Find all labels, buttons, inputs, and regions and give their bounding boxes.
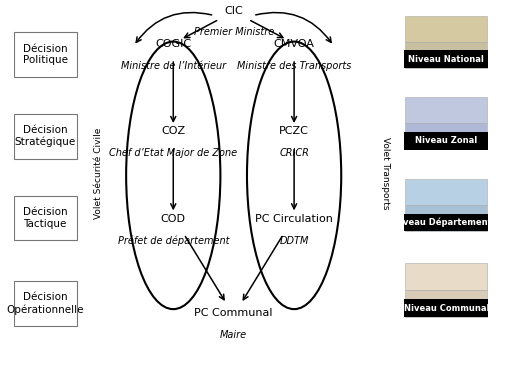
FancyBboxPatch shape xyxy=(14,281,76,326)
FancyBboxPatch shape xyxy=(405,263,487,289)
Text: Préfet de département: Préfet de département xyxy=(117,236,229,246)
Text: Maire: Maire xyxy=(220,330,247,340)
Text: Niveau Communal: Niveau Communal xyxy=(403,304,488,313)
FancyBboxPatch shape xyxy=(404,132,488,150)
FancyBboxPatch shape xyxy=(404,50,488,68)
Text: COGIC: COGIC xyxy=(155,39,191,49)
Text: Chef d’Etat Major de Zone: Chef d’Etat Major de Zone xyxy=(109,148,237,158)
FancyBboxPatch shape xyxy=(404,299,488,317)
Text: Niveau Départemental: Niveau Départemental xyxy=(392,218,499,227)
Text: CMVOA: CMVOA xyxy=(273,39,314,49)
Text: Décision
Tactique: Décision Tactique xyxy=(23,207,67,229)
Text: Volet Sécurité Civile: Volet Sécurité Civile xyxy=(94,128,103,219)
Text: PC Circulation: PC Circulation xyxy=(254,214,332,224)
FancyBboxPatch shape xyxy=(405,179,487,205)
Text: Premier Ministre: Premier Ministre xyxy=(193,28,273,37)
FancyBboxPatch shape xyxy=(14,114,76,159)
Text: Décision
Stratégique: Décision Stratégique xyxy=(15,125,76,147)
Text: Niveau National: Niveau National xyxy=(408,54,484,63)
Text: DDTM: DDTM xyxy=(279,236,308,245)
Text: PC Communal: PC Communal xyxy=(194,308,272,319)
Text: COZ: COZ xyxy=(161,126,185,137)
FancyBboxPatch shape xyxy=(405,205,487,231)
FancyBboxPatch shape xyxy=(14,32,76,77)
FancyBboxPatch shape xyxy=(404,214,488,232)
Text: Niveau Zonal: Niveau Zonal xyxy=(414,136,476,145)
Text: PCZC: PCZC xyxy=(278,126,308,137)
FancyBboxPatch shape xyxy=(405,16,487,41)
Text: Ministre des Transports: Ministre des Transports xyxy=(237,61,351,71)
Text: Décision
Politique: Décision Politique xyxy=(22,44,68,65)
FancyBboxPatch shape xyxy=(405,41,487,68)
Text: CIC: CIC xyxy=(224,6,243,16)
FancyBboxPatch shape xyxy=(405,97,487,123)
Text: Volet Transports: Volet Transports xyxy=(381,137,390,210)
FancyBboxPatch shape xyxy=(405,123,487,149)
Text: Décision
Opérationnelle: Décision Opérationnelle xyxy=(7,292,84,315)
Text: CRICR: CRICR xyxy=(278,148,308,158)
FancyBboxPatch shape xyxy=(405,289,487,317)
FancyBboxPatch shape xyxy=(14,196,76,240)
Text: Ministre de l’Intérieur: Ministre de l’Intérieur xyxy=(121,61,225,71)
Text: COD: COD xyxy=(160,214,185,224)
